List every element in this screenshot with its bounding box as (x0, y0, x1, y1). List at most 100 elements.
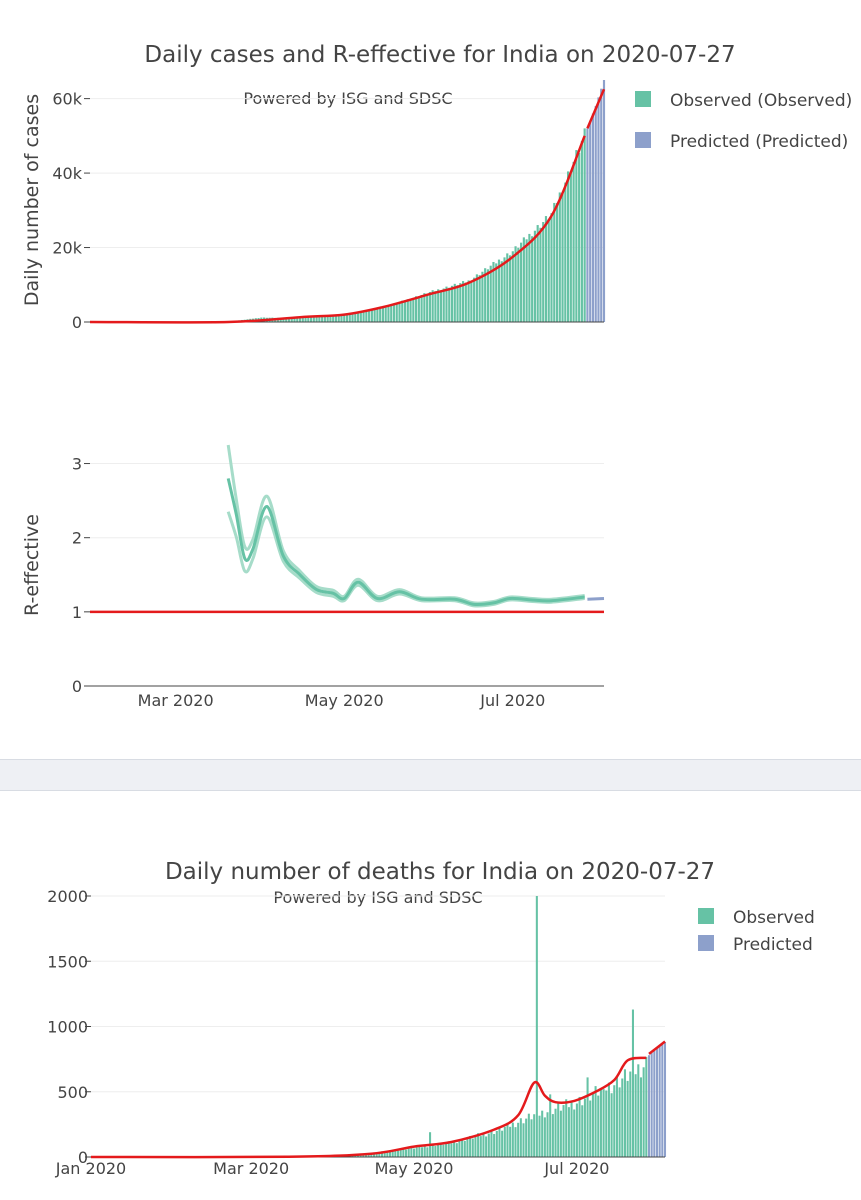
cases-legend: Observed (Observed) Predicted (Predicted… (635, 91, 852, 152)
deaths-observed-bar (391, 1150, 394, 1157)
deaths-observed-bar (375, 1152, 378, 1157)
deaths-observed-bar (514, 1127, 517, 1157)
deaths-observed-bar (597, 1095, 600, 1157)
cases-observed-bar (439, 290, 443, 322)
deaths-observed-bar (477, 1133, 480, 1157)
cases-observed-bar (486, 269, 490, 322)
deaths-observed-bar (394, 1149, 397, 1157)
deaths-figure: Daily number of deaths for India on 2020… (47, 859, 815, 1178)
cases-observed-bar (384, 306, 387, 322)
deaths-observed-bar (407, 1148, 410, 1157)
deaths-predicted-fit-line (648, 1040, 666, 1055)
deaths-observed-bar (538, 1115, 541, 1157)
cases-observed-bar (569, 173, 572, 322)
deaths-observed-bar (565, 1099, 568, 1157)
cases-observed-bar (475, 274, 478, 322)
deaths-predicted-bar (647, 1055, 651, 1157)
cases-observed-bar (473, 277, 476, 322)
cases-observed-bar (450, 285, 454, 322)
cases-predicted-bar (594, 106, 597, 322)
deaths-observed-bar (527, 1113, 530, 1157)
cases-observed-bar (354, 312, 357, 322)
cases-observed-bar (376, 308, 379, 322)
legend-item-predicted[interactable]: Predicted (Predicted) (635, 132, 848, 152)
cases-predicted-bar (586, 128, 589, 322)
legend-label-predicted: Predicted (Predicted) (670, 132, 848, 152)
cases-y-axis-label: Daily number of cases (21, 94, 43, 306)
deaths-observed-bar (610, 1093, 613, 1157)
reff-y-tick-label: 1 (72, 603, 82, 622)
cases-figure-title: Daily cases and R-effective for India on… (144, 42, 735, 68)
deaths-predicted-bar (655, 1048, 659, 1157)
deaths-observed-bar (413, 1148, 416, 1157)
cases-observed-bar (555, 202, 559, 322)
deaths-observed-bar (594, 1086, 597, 1157)
deaths-observed-bar (367, 1153, 370, 1157)
cases-observed-bar (520, 242, 523, 322)
cases-observed-bar (511, 251, 514, 322)
cases-observed-bar (387, 306, 390, 322)
cases-observed-bar (453, 283, 456, 322)
deaths-observed-bar (450, 1143, 453, 1157)
cases-observed-bar (351, 313, 354, 322)
cases-observed-bar (484, 268, 487, 322)
cases-observed-bar (531, 236, 534, 322)
deaths-x-tick-label: Mar 2020 (213, 1159, 289, 1178)
deaths-observed-bar (380, 1151, 384, 1157)
cases-observed-bar (287, 318, 291, 322)
deaths-observed-bar (618, 1087, 621, 1157)
reff-x-tick-label: May 2020 (305, 691, 384, 710)
deaths-observed-bar (421, 1147, 424, 1157)
deaths-observed-bar (589, 1100, 592, 1157)
deaths-observed-bar (442, 1144, 445, 1157)
cases-observed-bar (461, 281, 465, 322)
cases-observed-bar (406, 299, 409, 322)
deaths-observed-bar (583, 1098, 586, 1157)
deaths-x-tick-label: Jan 2020 (55, 1159, 126, 1178)
cases-predicted-fit-line (586, 88, 606, 129)
deaths-observed-bar (554, 1108, 557, 1157)
legend-item-observed-deaths[interactable]: Observed (698, 908, 815, 928)
deaths-observed-bar (613, 1085, 616, 1157)
cases-observed-bar (456, 285, 459, 322)
cases-observed-bar (553, 202, 556, 322)
deaths-observed-bar (445, 1143, 448, 1157)
deaths-y-tick-label: 1500 (47, 952, 88, 971)
cases-observed-bar (370, 309, 373, 322)
deaths-observed-bar (426, 1147, 429, 1157)
cases-observed-bar (298, 318, 302, 322)
deaths-predicted-bar (661, 1044, 664, 1157)
cases-observed-bar (321, 316, 324, 322)
deaths-observed-bar (474, 1135, 477, 1157)
cases-observed-bar (348, 313, 351, 322)
cases-observed-bar (409, 299, 412, 322)
deaths-predicted-bar (658, 1046, 661, 1157)
reff-upper-band (226, 444, 585, 605)
legend-item-observed[interactable]: Observed (Observed) (635, 91, 852, 111)
deaths-observed-bar (559, 1110, 562, 1157)
deaths-observed-bar (511, 1122, 514, 1157)
legend-item-predicted-deaths[interactable]: Predicted (698, 935, 813, 955)
cases-observed-bar (503, 257, 506, 322)
deaths-observed-bar (485, 1136, 488, 1157)
deaths-observed-bar (642, 1067, 645, 1157)
deaths-observed-bar (501, 1130, 504, 1157)
cases-observed-bar (528, 233, 531, 322)
cases-observed-bar (304, 317, 307, 322)
reff-plot-area: 0 1 2 3 Mar 2020 May 2020 Jul 2020 (72, 444, 605, 710)
deaths-observed-bar (453, 1141, 456, 1157)
cases-observed-bar (381, 307, 384, 322)
deaths-observed-bar (607, 1082, 610, 1157)
cases-observed-bar (448, 287, 451, 322)
cases-observed-bar (583, 128, 586, 322)
cases-observed-bar (550, 213, 553, 322)
cases-observed-bar (464, 282, 467, 322)
cases-observed-bar (323, 316, 326, 322)
cases-observed-bar (437, 289, 440, 322)
deaths-observed-bar (418, 1145, 421, 1157)
deaths-observed-bar (396, 1150, 400, 1157)
deaths-observed-bar (631, 1009, 634, 1157)
deaths-observed-bar (639, 1077, 643, 1157)
reff-y-tick-label: 0 (72, 677, 82, 696)
cases-observed-bar (326, 316, 329, 322)
